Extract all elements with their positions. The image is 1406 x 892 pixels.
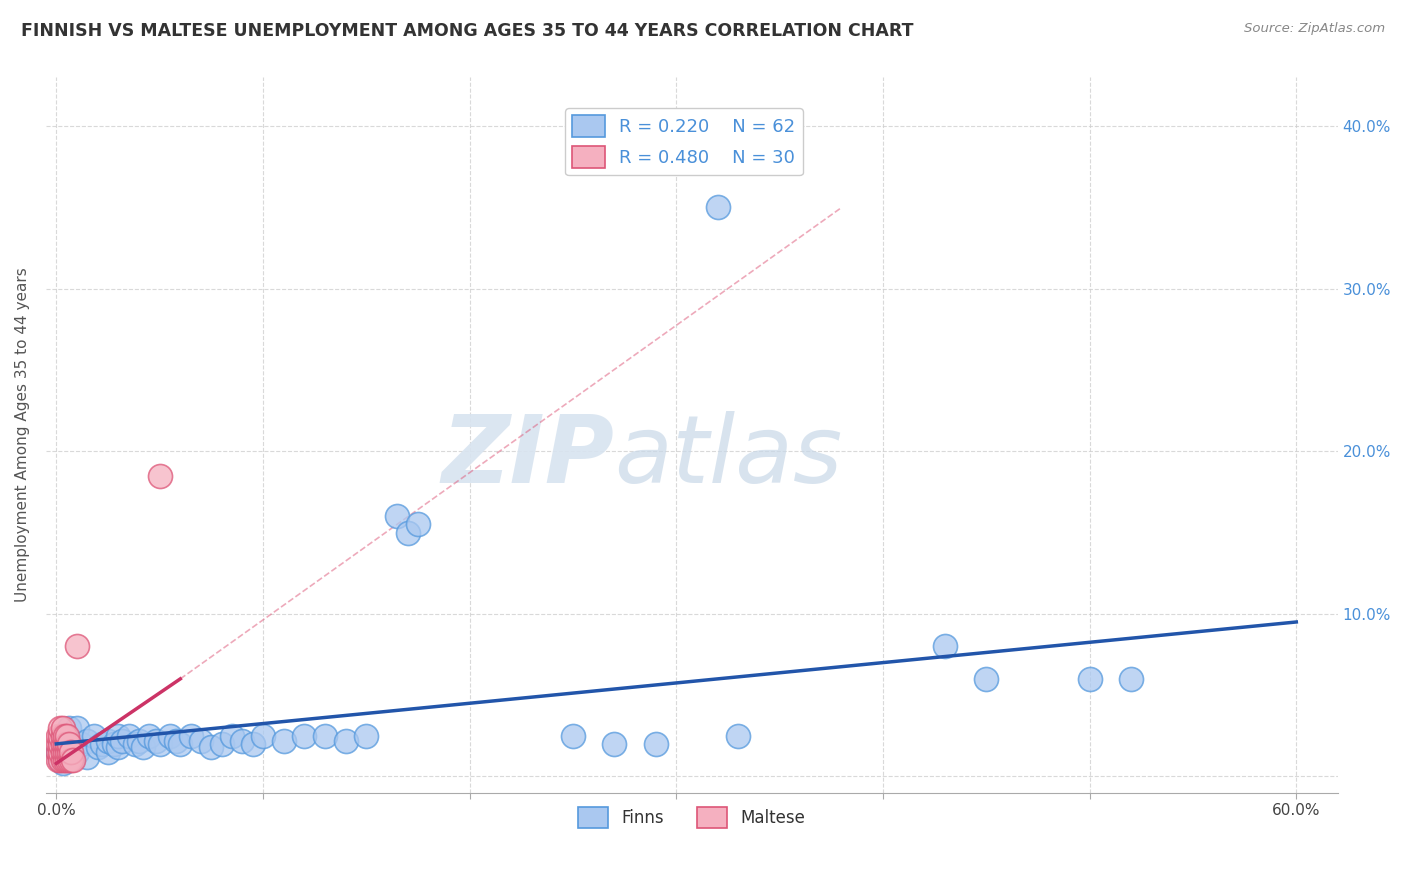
Point [97, 733, 120, 747]
Point [58, 745, 80, 759]
Point [51, 729, 73, 743]
Point [66, 745, 89, 759]
Point [48, 729, 70, 743]
Point [83, 729, 105, 743]
Point [387, 509, 409, 524]
Point [165, 733, 187, 747]
Point [117, 729, 139, 743]
Point [70, 737, 93, 751]
Point [76, 750, 98, 764]
Point [53, 729, 76, 743]
Point [90, 737, 112, 751]
Legend: Finns, Maltese: Finns, Maltese [571, 801, 813, 834]
Point [55, 729, 77, 743]
Point [53, 729, 76, 743]
Point [974, 672, 997, 686]
Point [51, 745, 73, 759]
Point [49, 753, 72, 767]
Point [396, 525, 419, 540]
Point [132, 740, 155, 755]
Point [644, 737, 666, 751]
Point [335, 733, 357, 747]
Point [111, 733, 134, 747]
Point [314, 729, 336, 743]
Point [292, 729, 315, 743]
Point [149, 737, 172, 751]
Point [934, 640, 956, 654]
Point [58, 721, 80, 735]
Point [231, 733, 253, 747]
Point [107, 729, 129, 743]
Point [103, 737, 125, 751]
Point [76, 733, 98, 747]
Point [59, 745, 82, 759]
Point [53, 737, 76, 751]
Point [128, 733, 150, 747]
Point [49, 721, 72, 735]
Point [221, 729, 243, 743]
Point [48, 745, 70, 759]
Point [49, 729, 72, 743]
Point [58, 740, 80, 755]
Point [159, 729, 181, 743]
Point [180, 729, 202, 743]
Point [58, 753, 80, 767]
Point [124, 737, 146, 751]
Point [55, 745, 77, 759]
Point [406, 517, 429, 532]
Point [1078, 672, 1101, 686]
Point [242, 737, 264, 751]
Point [169, 737, 191, 751]
Point [273, 733, 295, 747]
Text: atlas: atlas [614, 411, 842, 502]
Point [200, 740, 222, 755]
Point [49, 753, 72, 767]
Point [53, 745, 76, 759]
Point [55, 753, 77, 767]
Point [55, 733, 77, 747]
Point [86, 740, 108, 755]
Point [58, 737, 80, 751]
Point [190, 733, 212, 747]
Point [107, 740, 129, 755]
Point [59, 753, 82, 767]
Point [49, 745, 72, 759]
Point [55, 737, 77, 751]
Y-axis label: Unemployment Among Ages 35 to 44 years: Unemployment Among Ages 35 to 44 years [15, 268, 30, 602]
Text: Source: ZipAtlas.com: Source: ZipAtlas.com [1244, 22, 1385, 36]
Point [51, 756, 73, 771]
Point [138, 729, 160, 743]
Text: ZIP: ZIP [441, 410, 614, 502]
Point [51, 737, 73, 751]
Point [62, 750, 84, 764]
Point [53, 753, 76, 767]
Point [727, 729, 749, 743]
Point [66, 640, 89, 654]
Point [145, 733, 167, 747]
Point [211, 737, 233, 751]
Point [49, 737, 72, 751]
Point [252, 729, 274, 743]
Point [55, 745, 77, 759]
Point [51, 753, 73, 767]
Text: FINNISH VS MALTESE UNEMPLOYMENT AMONG AGES 35 TO 44 YEARS CORRELATION CHART: FINNISH VS MALTESE UNEMPLOYMENT AMONG AG… [21, 22, 914, 40]
Point [48, 745, 70, 759]
Point [356, 729, 378, 743]
Point [97, 745, 120, 759]
Point [51, 750, 73, 764]
Point [66, 721, 89, 735]
Point [48, 753, 70, 767]
Point [53, 740, 76, 755]
Point [62, 753, 84, 767]
Point [562, 729, 585, 743]
Point [149, 468, 172, 483]
Point [62, 737, 84, 751]
Point [51, 721, 73, 735]
Point [1119, 672, 1142, 686]
Point [603, 737, 626, 751]
Point [48, 737, 70, 751]
Point [706, 201, 728, 215]
Point [49, 737, 72, 751]
